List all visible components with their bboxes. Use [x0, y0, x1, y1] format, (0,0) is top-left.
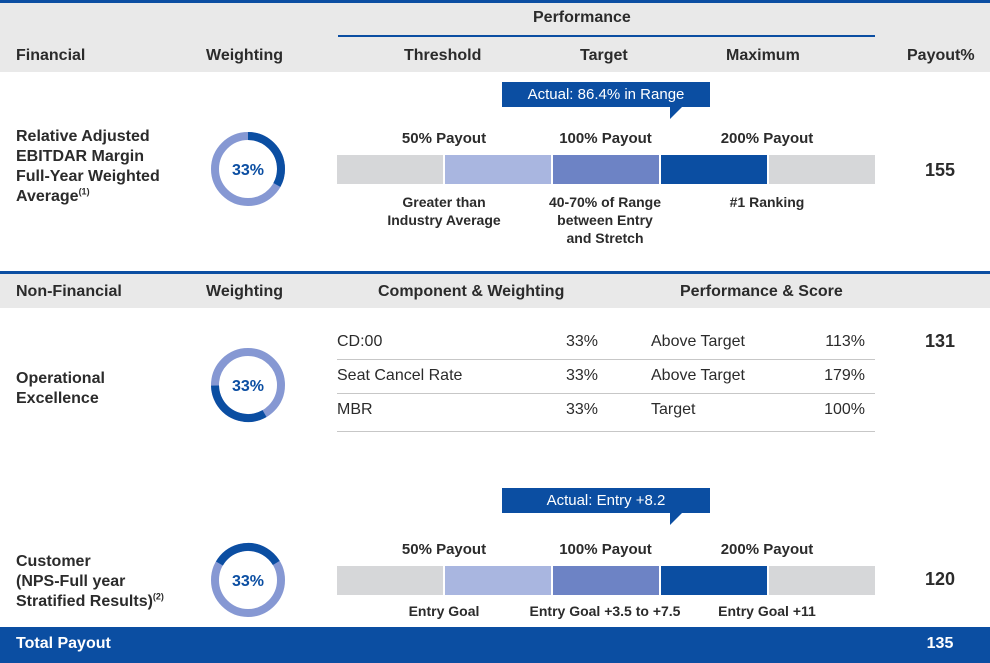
customer-max-desc: Entry Goal +11	[718, 603, 816, 619]
ebitdar-label-line2: EBITDAR Margin	[16, 148, 144, 165]
target-col-header: Target	[580, 47, 628, 64]
total-payout-value: 135	[926, 635, 954, 652]
customer-bar-below-entry	[337, 566, 443, 595]
ebitdar-target-desc-1: 40-70% of Range	[548, 194, 662, 210]
threshold-col-header: Threshold	[404, 47, 482, 64]
donut-fill	[211, 132, 285, 206]
customer-payout-100: 100% Payout	[559, 541, 652, 558]
row-divider	[337, 431, 875, 432]
customer-actual-callout: Actual: Entry +8.2	[502, 488, 710, 513]
customer-bar-above-max	[769, 566, 875, 595]
customer-payout: 120	[924, 569, 956, 589]
weighting-col-header: Weighting	[206, 47, 284, 64]
ebitdar-bar-threshold	[445, 155, 551, 184]
ebitdar-callout-pointer	[670, 107, 682, 119]
ebitdar-target-desc-3: and Stretch	[566, 230, 644, 246]
customer-weight-donut: 33%	[210, 542, 286, 618]
ebitdar-label-line1: Relative Adjusted	[16, 128, 150, 145]
operational-label: Operational Excellence	[16, 369, 196, 409]
ebitdar-bar-below-threshold	[337, 155, 443, 184]
customer-callout-pointer	[670, 513, 682, 525]
ebitdar-weight-value: 33%	[232, 162, 264, 179]
ebitdar-max-desc: #1 Ranking	[729, 194, 805, 210]
ebitdar-threshold-desc-1: Greater than	[402, 194, 486, 210]
ebitdar-label: Relative Adjusted EBITDAR Margin Full-Ye…	[16, 127, 196, 207]
customer-label: Customer (NPS-Full year Stratified Resul…	[16, 552, 206, 612]
ebitdar-payout-50: 50% Payout	[401, 130, 487, 147]
performance-underline	[338, 35, 875, 37]
customer-bar-entry	[445, 566, 551, 595]
nonfinancial-header	[0, 274, 990, 308]
component-performance: Above Target	[651, 367, 745, 384]
operational-label-line1: Operational	[16, 370, 105, 387]
component-name: MBR	[337, 401, 373, 418]
operational-weight-donut: 33%	[210, 347, 286, 423]
customer-weight-value: 33%	[232, 573, 264, 590]
table-row: MBR 33% Target 100%	[337, 398, 875, 432]
component-weight: 33%	[566, 367, 599, 384]
ebitdar-threshold-desc: Greater than Industry Average	[370, 193, 518, 229]
total-payout-row: Total Payout 135	[0, 627, 990, 663]
customer-footnote: (2)	[152, 591, 164, 602]
payout-col-header: Payout%	[907, 47, 975, 64]
operational-label-line2: Excellence	[16, 390, 99, 407]
customer-target-desc: Entry Goal +3.5 to +7.5	[529, 603, 681, 619]
row-divider	[337, 393, 875, 394]
ebitdar-bar-target	[553, 155, 659, 184]
customer-bar-maximum	[661, 566, 767, 595]
ebitdar-label-line3: Full-Year Weighted	[16, 168, 160, 185]
perf-score-col-header: Performance & Score	[680, 283, 843, 300]
ebitdar-target-desc: 40-70% of Range between Entry and Stretc…	[530, 193, 680, 247]
ebitdar-threshold-desc-2: Industry Average	[387, 212, 501, 228]
nonfinancial-col-header: Non-Financial	[16, 283, 122, 300]
ebitdar-label-line4: Average	[16, 188, 79, 205]
ebitdar-target-desc-2: between Entry	[557, 212, 653, 228]
component-weight: 33%	[566, 333, 599, 350]
ebitdar-payout-100: 100% Payout	[559, 130, 652, 147]
financial-header	[0, 3, 990, 72]
component-score: 100%	[824, 401, 865, 418]
top-rule	[0, 0, 990, 3]
ebitdar-bar-maximum	[661, 155, 767, 184]
customer-payout-200: 200% Payout	[720, 541, 814, 558]
operational-table: CD:00 33% Above Target 113% Seat Cancel …	[337, 330, 875, 432]
section-divider	[0, 271, 990, 274]
customer-label-line3: Stratified Results)	[16, 593, 153, 610]
component-performance: Above Target	[651, 333, 745, 350]
operational-payout: 131	[924, 331, 956, 351]
ebitdar-actual-callout: Actual: 86.4% in Range	[502, 82, 710, 107]
component-weight: 33%	[566, 401, 599, 418]
customer-entry-desc: Entry Goal	[408, 603, 480, 619]
ebitdar-payout-200: 200% Payout	[720, 130, 814, 147]
ebitdar-payout: 155	[924, 160, 956, 180]
customer-label-line2: (NPS-Full year	[16, 573, 126, 590]
customer-payout-50: 50% Payout	[401, 541, 487, 558]
operational-weight-value: 33%	[232, 378, 264, 395]
component-performance: Target	[651, 401, 696, 418]
component-name: CD:00	[337, 333, 383, 350]
component-score: 113%	[825, 333, 865, 350]
component-col-header: Component & Weighting	[378, 283, 565, 300]
customer-label-line1: Customer	[16, 553, 91, 570]
ebitdar-weight-donut: 33%	[210, 131, 286, 207]
component-name: Seat Cancel Rate	[337, 367, 463, 384]
ebitdar-bar-above-max	[769, 155, 875, 184]
maximum-col-header: Maximum	[726, 47, 800, 64]
performance-header: Performance	[533, 9, 631, 26]
customer-bar-target	[553, 566, 659, 595]
total-payout-label: Total Payout	[16, 635, 111, 652]
table-row: Seat Cancel Rate 33% Above Target 179%	[337, 364, 875, 398]
row-divider	[337, 359, 875, 360]
component-score: 179%	[824, 367, 865, 384]
table-row: CD:00 33% Above Target 113%	[337, 330, 875, 364]
financial-col-header: Financial	[16, 47, 86, 64]
nf-weighting-col-header: Weighting	[206, 283, 284, 300]
ebitdar-footnote: (1)	[78, 186, 90, 197]
